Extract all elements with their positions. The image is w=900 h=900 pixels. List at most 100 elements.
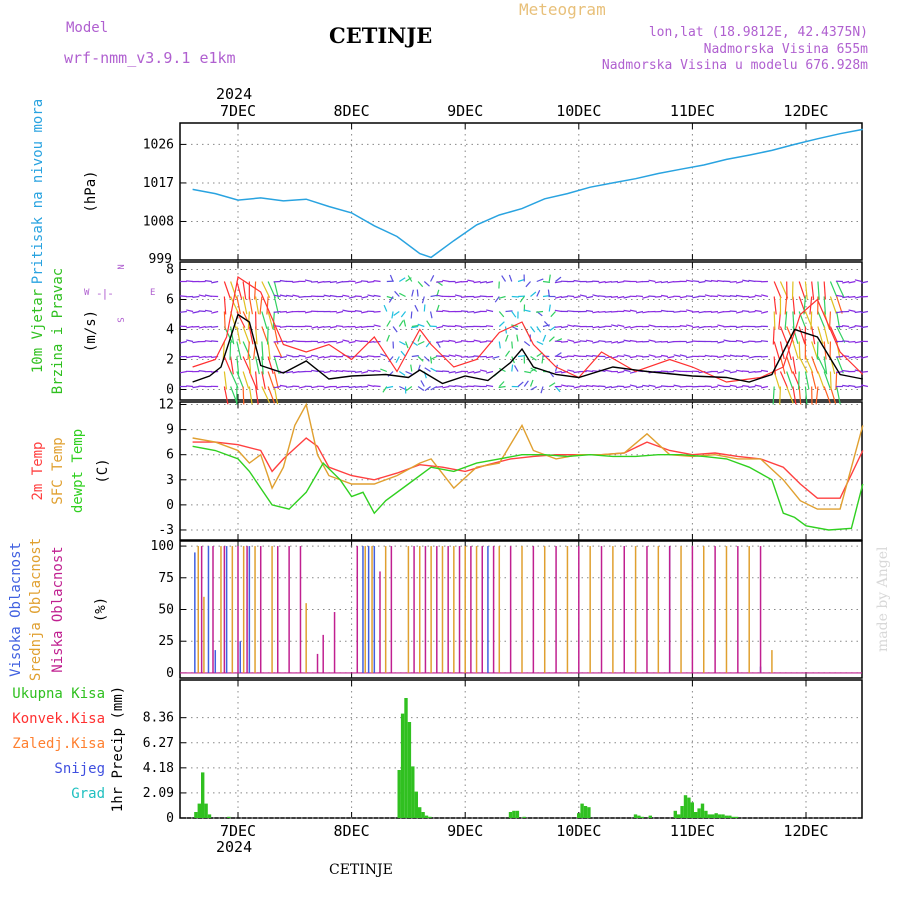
wind-arrow xyxy=(854,325,862,328)
temp-line-2m-temp xyxy=(192,437,864,499)
wind-arrow xyxy=(860,310,869,314)
y-tick-label: 1017 xyxy=(143,176,174,191)
wind-arrow xyxy=(648,324,656,328)
wind-arrow xyxy=(342,309,350,313)
precip-bar xyxy=(633,814,638,818)
wind-arrow xyxy=(860,280,869,284)
wind-arrow xyxy=(604,295,612,298)
wind-arrow xyxy=(186,385,194,388)
wind-arrow xyxy=(842,384,850,388)
wind-arrow xyxy=(454,354,462,358)
precip-bar xyxy=(721,814,725,818)
wind-arrow xyxy=(567,310,575,313)
wind-arrow xyxy=(410,311,413,319)
precip-bar xyxy=(407,722,412,818)
wind-arrow xyxy=(592,294,600,298)
precip-bar xyxy=(677,814,681,818)
wind-arrow xyxy=(229,341,232,360)
wind-arrow xyxy=(723,295,731,298)
wind-arrow xyxy=(342,294,350,298)
wind-arrow xyxy=(836,296,843,314)
wind-arrow xyxy=(186,339,194,343)
wind-arrow xyxy=(723,339,731,343)
wind-arrow xyxy=(779,371,789,389)
wind-arrow xyxy=(393,311,400,316)
wind-arrow xyxy=(292,340,300,343)
wind-arrow xyxy=(598,280,606,284)
wind-arrow xyxy=(524,370,532,374)
wind-arrow xyxy=(598,385,606,388)
wind-arrow xyxy=(192,295,200,298)
wind-speed-line xyxy=(192,313,863,385)
y-tick-label: -3 xyxy=(158,523,174,538)
wind-arrow xyxy=(804,281,808,300)
wind-arrow xyxy=(417,386,425,391)
panel-frame-temperature xyxy=(179,401,863,541)
wind-arrow xyxy=(236,281,243,300)
wind-arrow xyxy=(485,384,494,388)
bottom-date-label: 11DEC xyxy=(670,822,715,840)
wind-arrow xyxy=(267,371,275,389)
wind-arrow xyxy=(617,324,625,328)
wind-arrow xyxy=(792,311,795,330)
wind-arrow xyxy=(348,295,356,299)
wind-arrow xyxy=(479,369,487,373)
wind-arrow xyxy=(513,365,519,372)
wind-arrow xyxy=(585,280,594,283)
wind-arrow xyxy=(501,275,507,282)
y-axis-label: (C) xyxy=(95,458,111,483)
wind-arrow xyxy=(354,295,362,298)
wind-arrow xyxy=(348,340,356,344)
wind-arrow xyxy=(698,280,706,284)
wind-arrow xyxy=(198,310,206,313)
wind-arrow xyxy=(473,310,481,314)
wind-arrow xyxy=(623,354,631,358)
wind-arrow xyxy=(498,311,505,318)
wind-arrow xyxy=(692,340,700,343)
wind-arrow xyxy=(554,309,562,313)
wind-arrow xyxy=(854,355,862,359)
wind-arrow xyxy=(729,370,737,374)
wind-arrow xyxy=(748,295,756,299)
precip-bar xyxy=(418,807,422,818)
wind-arrow xyxy=(835,294,844,298)
wind-arrow xyxy=(411,289,414,297)
y-axis-label: Pritisak na nivou mora xyxy=(30,99,46,284)
wind-arrow xyxy=(373,369,381,373)
wind-arrow xyxy=(710,355,719,358)
wind-arrow xyxy=(292,370,300,374)
wind-arrow xyxy=(586,354,594,358)
wind-arrow xyxy=(729,295,737,298)
wind-arrow xyxy=(735,294,744,298)
wind-arrow xyxy=(554,370,562,374)
wind-arrow xyxy=(354,339,362,343)
precip-bar xyxy=(400,713,405,818)
wind-arrow xyxy=(361,385,369,388)
wind-arrow xyxy=(723,369,731,373)
temp-line-dewpt-temp xyxy=(192,445,864,531)
wind-arrow xyxy=(685,295,694,298)
panel-frame-pressure xyxy=(179,122,863,261)
elevation-label: Nadmorska Visina 655m xyxy=(703,42,868,57)
wind-arrow xyxy=(815,386,819,405)
wind-arrow xyxy=(247,341,250,360)
wind-arrow xyxy=(442,309,450,313)
wind-arrow xyxy=(417,281,424,288)
y-axis-label: 1hr Precip (mm) xyxy=(110,686,126,812)
wind-arrow xyxy=(361,280,369,283)
wind-arrow xyxy=(473,385,481,388)
wind-arrow xyxy=(579,385,587,388)
wind-arrow xyxy=(717,370,725,374)
wind-arrow xyxy=(773,341,780,359)
wind-arrow xyxy=(760,369,769,373)
wind-arrow xyxy=(323,370,331,374)
wind-arrow xyxy=(760,355,768,358)
wind-arrow xyxy=(554,325,562,328)
wind-arrow xyxy=(611,324,619,328)
wind-arrow xyxy=(511,325,519,331)
y-axis-label: Brzina i Pravac xyxy=(50,268,66,394)
wind-arrow xyxy=(710,295,719,298)
wind-arrow xyxy=(230,371,239,389)
wind-arrow xyxy=(448,370,456,374)
y-axis-label: 10m Vjetar xyxy=(30,289,46,373)
